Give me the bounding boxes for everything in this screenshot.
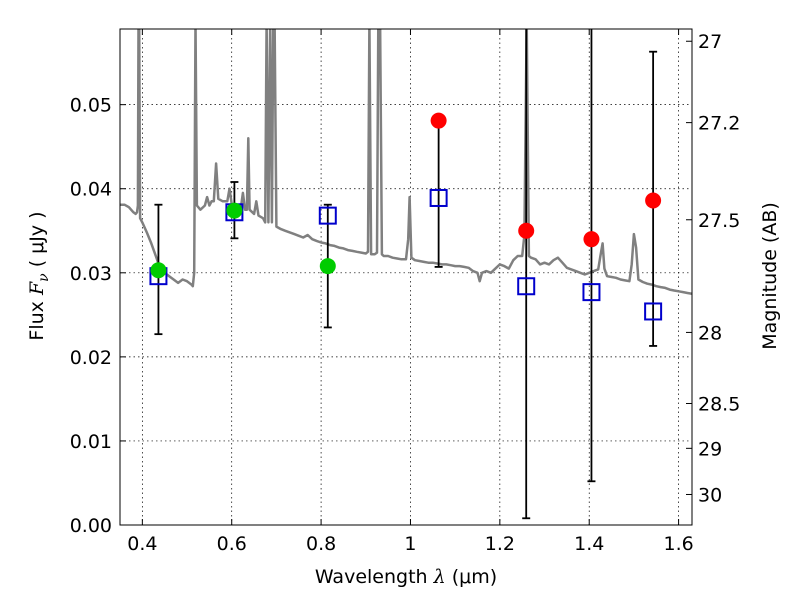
observed-flux-point xyxy=(645,192,662,209)
model-flux-square xyxy=(318,206,337,225)
y-tick-label: 0.01 xyxy=(70,431,112,453)
model-flux-square xyxy=(582,283,601,302)
y-tick-label: 0.00 xyxy=(70,515,112,537)
x-axis-label: Wavelength λ (μm) xyxy=(315,566,497,588)
observed-flux-point xyxy=(150,262,167,279)
y2-tick-label: 30 xyxy=(698,484,722,506)
x-tick-label: 0.4 xyxy=(127,533,157,555)
y-tick-label: 0.05 xyxy=(70,95,112,117)
y2-tick-label: 27.5 xyxy=(698,210,740,232)
y-tick-label: 0.04 xyxy=(70,179,112,201)
x-tick-label: 1.2 xyxy=(485,533,515,555)
axis-ticks: 0.4 0.6 0.8 1 1.2 1.4 1.6 0.00 0.01 0.02 0.03 0.04 0… xyxy=(70,29,740,555)
y2-tick-label: 27 xyxy=(698,31,722,53)
x-tick-label: 1.4 xyxy=(574,533,604,555)
y2-tick-label: 29 xyxy=(698,438,722,460)
x-tick-label: 1.6 xyxy=(663,533,693,555)
observed-flux-point xyxy=(518,222,535,239)
observed-flux-point xyxy=(583,231,600,248)
y2-axis-label: Magnitude (AB) xyxy=(759,202,781,350)
x-tick-label: 1 xyxy=(404,533,416,555)
axes-frame xyxy=(119,28,693,526)
model-spectrum-line xyxy=(120,29,692,296)
y-tick-label: 0.03 xyxy=(70,263,112,285)
plot-area xyxy=(120,29,692,520)
x-tick-label: 0.6 xyxy=(217,533,247,555)
y2-tick-label: 28.5 xyxy=(698,393,740,415)
x-tick-label: 0.8 xyxy=(306,533,336,555)
model-flux-square xyxy=(644,302,663,321)
model-flux-square xyxy=(517,277,536,296)
y-tick-label: 0.02 xyxy=(70,347,112,369)
y2-tick-label: 27.2 xyxy=(698,113,740,135)
y-axis-label: Flux Fν ( μJy ) xyxy=(26,211,52,340)
y2-tick-label: 28 xyxy=(698,322,722,344)
model-flux-square xyxy=(429,188,448,207)
observed-flux-point xyxy=(226,202,243,219)
observed-flux-point xyxy=(430,112,447,129)
observed-flux-point xyxy=(319,258,336,275)
